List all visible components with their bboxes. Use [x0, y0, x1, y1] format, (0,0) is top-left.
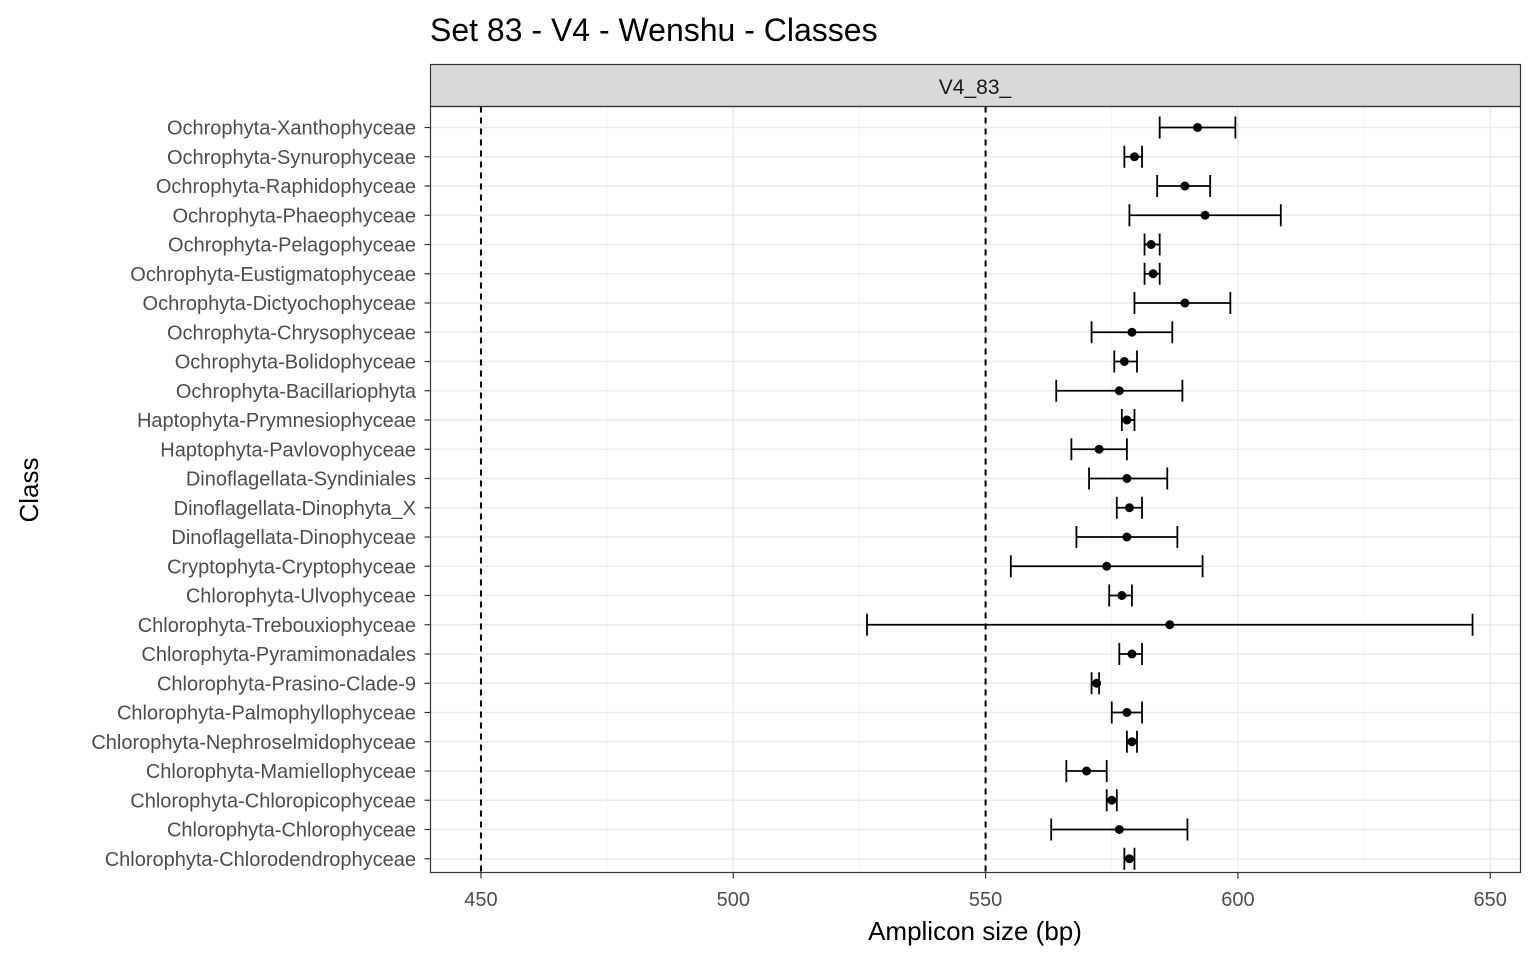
mean-point	[1180, 181, 1190, 191]
mean-point	[1107, 795, 1117, 805]
y-tick-label: Ochrophyta-Chrysophyceae	[167, 322, 416, 344]
y-tick-label: Chlorophyta-Chlorophyceae	[167, 820, 416, 842]
y-tick-label: Haptophyta-Pavlovophyceae	[160, 439, 416, 461]
reference-lines	[479, 106, 987, 873]
y-axis-ticks: Ochrophyta-Xanthophyceae Ochrophyta-Synur…	[91, 118, 431, 871]
mean-point	[1122, 708, 1132, 717]
y-tick-label: Ochrophyta-Eustigmatophyceae	[130, 264, 416, 286]
y-tick-label: Chlorophyta-Pyramimonadales	[141, 644, 416, 666]
y-tick-label: Ochrophyta-Dictyochophyceae	[143, 293, 416, 315]
mean-point	[1117, 591, 1127, 600]
mean-point	[1114, 825, 1124, 834]
y-tick-label: Ochrophyta-Pelagophyceae	[168, 235, 416, 257]
mean-point	[1122, 532, 1132, 542]
mean-point	[1094, 444, 1104, 454]
y-tick-label: Chlorophyta-Ulvophyceae	[186, 586, 416, 608]
y-tick-label: Chlorophyta-Nephroselmidophyceae	[91, 732, 416, 754]
y-tick-label: Ochrophyta-Synurophyceae	[167, 147, 416, 169]
mean-point	[1102, 561, 1112, 571]
y-tick-label: Chlorophyta-Chlorodendrophyceae	[105, 849, 416, 871]
x-tick-label: 600	[1221, 889, 1254, 911]
mean-point	[1127, 649, 1137, 659]
y-axis-label: Class	[14, 457, 44, 522]
mean-point	[1148, 269, 1158, 279]
facet-label: V4_83_	[939, 76, 1012, 99]
mean-point	[1122, 474, 1132, 483]
mean-point	[1114, 386, 1124, 396]
chart-title: Set 83 - V4 - Wenshu - Classes	[430, 12, 878, 48]
mean-point	[1124, 503, 1134, 513]
mean-point	[1200, 210, 1210, 220]
y-tick-label: Ochrophyta-Bacillariophyta	[176, 381, 417, 403]
x-tick-label: 450	[464, 889, 497, 911]
mean-point	[1165, 620, 1175, 630]
y-tick-label: Chlorophyta-Mamiellophyceae	[146, 761, 416, 783]
facet-strip	[429, 63, 1522, 108]
y-tick-label: Haptophyta-Prymnesiophyceae	[137, 410, 416, 432]
mean-point	[1122, 415, 1132, 425]
mean-point	[1127, 737, 1137, 747]
y-tick-label: Chlorophyta-Chloropicophyceae	[130, 790, 416, 812]
x-tick-label: 650	[1474, 889, 1507, 911]
y-tick-label: Dinoflagellata-Dinophyta_X	[174, 498, 416, 520]
y-tick-label: Dinoflagellata-Dinophyceae	[171, 527, 416, 549]
y-tick-label: Chlorophyta-Palmophyllophyceae	[117, 703, 416, 725]
x-axis-label: Amplicon size (bp)	[868, 916, 1082, 946]
mean-point	[1092, 678, 1102, 688]
y-tick-label: Ochrophyta-Phaeophyceae	[173, 205, 417, 227]
panel-border	[429, 105, 1522, 874]
mean-point	[1146, 240, 1156, 249]
mean-point	[1082, 766, 1092, 776]
mean-point	[1193, 123, 1203, 132]
y-tick-label: Chlorophyta-Prasino-Clade-9	[157, 673, 416, 695]
mean-point	[1127, 327, 1137, 337]
x-axis-ticks: 450 500 550 600 650	[464, 872, 1507, 911]
y-tick-label: Ochrophyta-Bolidophyceae	[175, 352, 416, 374]
data-layer	[866, 116, 1474, 870]
mean-point	[1180, 298, 1190, 308]
mean-point	[1124, 854, 1134, 864]
mean-point	[1119, 357, 1129, 366]
y-tick-label: Dinoflagellata-Syndiniales	[186, 469, 416, 491]
grid-layer	[430, 106, 1521, 873]
mean-point	[1129, 152, 1139, 162]
y-tick-label: Ochrophyta-Xanthophyceae	[167, 118, 416, 140]
y-tick-label: Chlorophyta-Trebouxiophyceae	[138, 615, 416, 637]
y-tick-label: Cryptophyta-Cryptophyceae	[167, 556, 416, 578]
x-tick-label: 550	[969, 889, 1002, 911]
x-tick-label: 500	[717, 889, 750, 911]
y-tick-label: Ochrophyta-Raphidophyceae	[156, 176, 416, 198]
